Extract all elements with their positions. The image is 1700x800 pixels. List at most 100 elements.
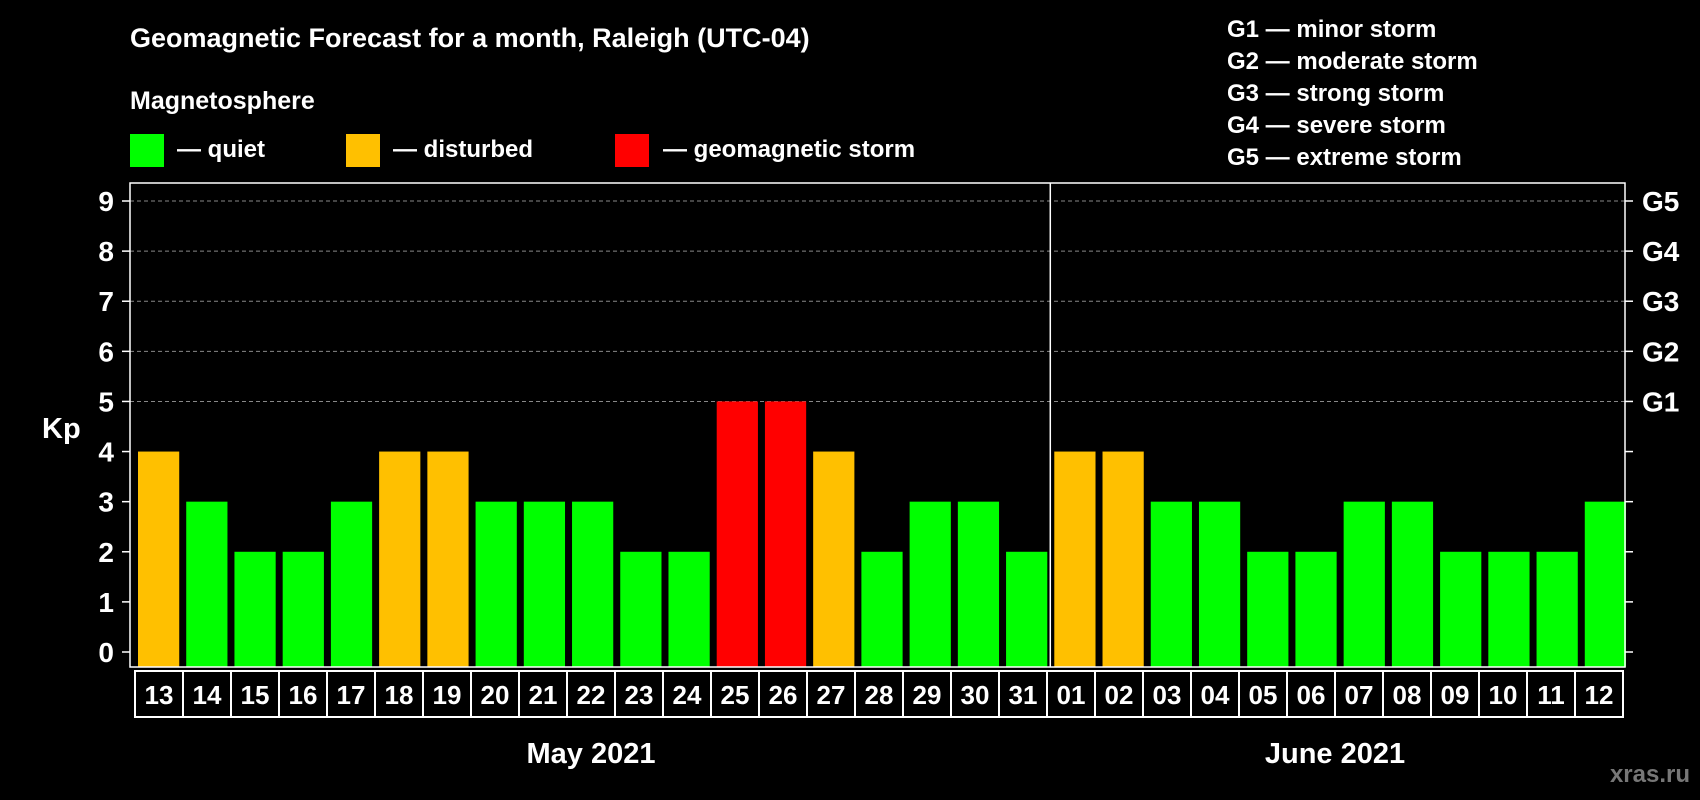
bar [1247, 551, 1289, 667]
storm-scale-g2: G2 — moderate storm [1227, 48, 1478, 75]
bar [330, 501, 373, 667]
day-label: 29 [913, 680, 942, 710]
day-box [1334, 670, 1384, 718]
day-label: 06 [1297, 680, 1326, 710]
bar [1102, 451, 1144, 667]
day-label: 09 [1441, 680, 1470, 710]
plot-border [129, 182, 1626, 668]
day-label: 23 [625, 680, 654, 710]
y-tick-label: 7 [98, 286, 114, 317]
y-tick-label: 3 [98, 487, 114, 518]
day-box [1574, 670, 1624, 718]
y-tick-label: 1 [98, 587, 114, 618]
day-box [518, 670, 568, 718]
day-label: 10 [1489, 680, 1518, 710]
day-box [422, 670, 472, 718]
month-label: May 2021 [527, 738, 656, 770]
bar [1440, 551, 1482, 667]
day-label: 15 [241, 680, 270, 710]
bar [1488, 551, 1530, 667]
right-axis-label: G3 [1642, 286, 1679, 317]
bar [475, 501, 517, 667]
day-label: 22 [577, 680, 606, 710]
day-box [806, 670, 856, 718]
day-box [758, 670, 808, 718]
storm-scale-g5: G5 — extreme storm [1227, 144, 1462, 171]
day-label: 03 [1153, 680, 1182, 710]
legend-label-storm: — geomagnetic storm [663, 136, 915, 163]
day-label: 21 [529, 680, 558, 710]
y-ticks: 0 1 2 3 4 5 6 7 8 9 [98, 186, 130, 668]
right-axis-label: G1 [1642, 386, 1679, 417]
right-axis-label: G5 [1642, 186, 1679, 217]
day-label: 17 [337, 680, 366, 710]
bar [1536, 551, 1578, 667]
day-label: 18 [385, 680, 414, 710]
bar [1150, 501, 1192, 667]
day-label: 12 [1585, 680, 1614, 710]
day-label: 11 [1537, 680, 1565, 710]
bar [427, 451, 469, 667]
y-tick-label: 2 [98, 537, 114, 568]
bar [234, 551, 276, 667]
y-tick-label: 5 [98, 386, 114, 417]
right-axis-ticks: G1 G2 G3 G4 G5 [1625, 186, 1680, 653]
chart-title: Geomagnetic Forecast for a month, Raleig… [130, 23, 810, 53]
day-label: 16 [289, 680, 318, 710]
y-tick-label: 0 [98, 637, 114, 668]
y-tick-label: 8 [98, 236, 114, 267]
y-tick-label: 6 [98, 336, 114, 367]
bar [282, 551, 324, 667]
day-label: 13 [145, 680, 174, 710]
day-label: 07 [1345, 680, 1374, 710]
day-label: 20 [481, 680, 510, 710]
bar [523, 501, 566, 667]
bar [716, 401, 758, 667]
bar [1343, 501, 1385, 667]
bar [1006, 551, 1048, 667]
day-label: 28 [865, 680, 894, 710]
day-label: 02 [1105, 680, 1134, 710]
day-box [1430, 670, 1480, 718]
day-box [1286, 670, 1336, 718]
storm-scale-g4: G4 — severe storm [1227, 112, 1446, 139]
bar [1295, 551, 1337, 667]
day-box [950, 670, 1000, 718]
day-box [614, 670, 664, 718]
bar [186, 501, 228, 667]
bar [909, 501, 951, 667]
day-label: 14 [193, 680, 222, 710]
storm-scale-g1: G1 — minor storm [1227, 16, 1436, 43]
day-box [902, 670, 952, 718]
day-box [134, 670, 184, 718]
day-box [1238, 670, 1288, 718]
day-label: 01 [1057, 680, 1086, 710]
day-label: 24 [673, 680, 702, 710]
day-labels: 13 14 15 16 17 18 19 20 21 22 23 24 25 26 27 28 29 30 31 01… [134, 670, 1624, 718]
day-label: 25 [721, 680, 750, 710]
storm-scale-g3: G3 — strong storm [1227, 80, 1444, 107]
bar [1198, 501, 1241, 667]
legend-swatch-storm [615, 134, 649, 167]
bars [138, 401, 1626, 667]
bar [1391, 501, 1434, 667]
right-axis-label: G4 [1642, 236, 1680, 267]
month-label: June 2021 [1265, 738, 1405, 770]
day-label: 08 [1393, 680, 1422, 710]
y-tick-label: 9 [98, 186, 114, 217]
bar [764, 401, 807, 667]
day-label: 26 [769, 680, 798, 710]
day-label: 27 [817, 680, 846, 710]
bar [861, 551, 903, 667]
legend-label-quiet: — quiet [177, 136, 265, 163]
day-box [1142, 670, 1192, 718]
watermark: xras.ru [1610, 761, 1690, 788]
bar [1054, 451, 1096, 667]
legend-swatch-quiet [130, 134, 164, 167]
bar [620, 551, 662, 667]
day-box [998, 670, 1048, 718]
legend-heading: Magnetosphere [130, 87, 315, 115]
bar [813, 451, 855, 667]
day-label: 05 [1249, 680, 1278, 710]
